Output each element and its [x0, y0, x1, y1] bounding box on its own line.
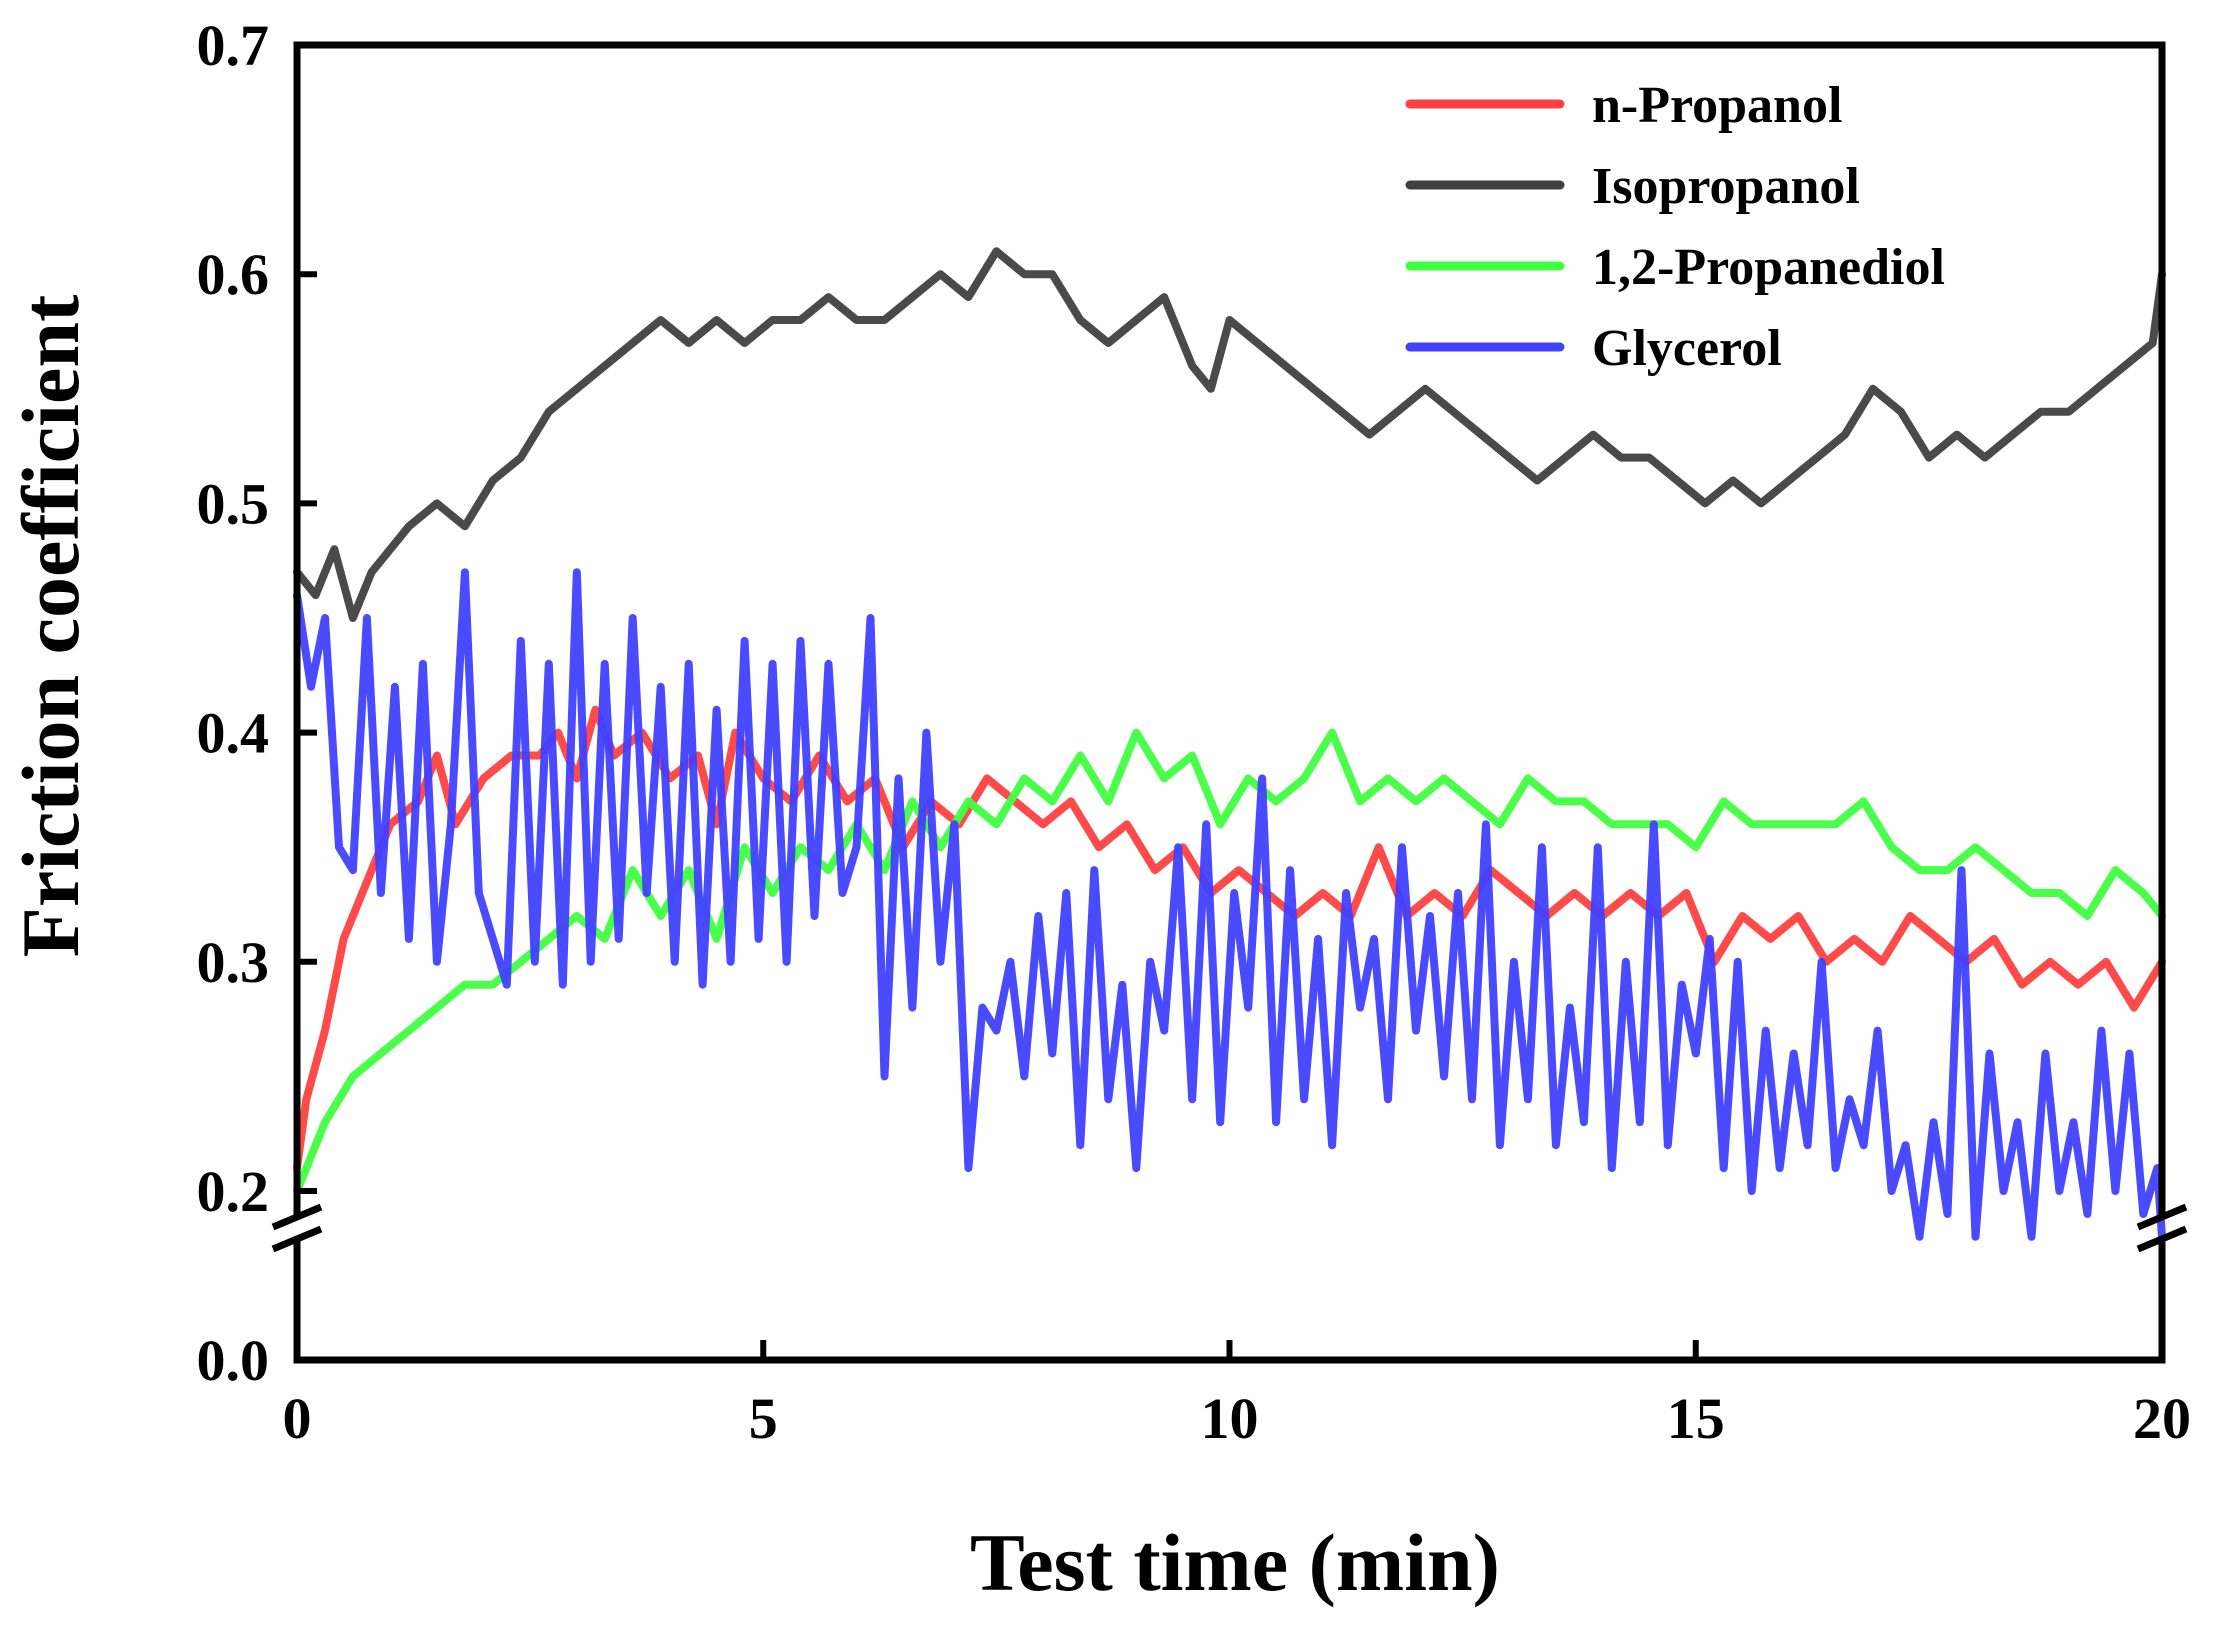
left-axis-break-mark [271, 1225, 323, 1253]
y-tick-label: 0.5 [197, 471, 270, 536]
series-line-isopropanol [293, 247, 2166, 622]
legend-label: n-Propanol [1592, 77, 1842, 134]
series-line-1-2-propanediol [293, 728, 2166, 1195]
x-tick-label: 15 [1667, 1386, 1725, 1451]
right-axis-break-mark [2136, 1225, 2188, 1253]
y-tick-label: 0.6 [197, 242, 270, 307]
right-axis-break-mark [2136, 1203, 2188, 1231]
x-tick-label: 5 [749, 1386, 778, 1451]
x-tick-label: 20 [2133, 1386, 2191, 1451]
y-tick-label: 0.0 [197, 1328, 270, 1393]
legend: n-Propanol Isopropanol 1,2-Propanediol Glyc… [1405, 77, 1945, 377]
legend-label: Glycerol [1592, 320, 1782, 377]
axis-ticks: 0 5 10 15 20 0.0 0.2 0.3 0.4 0.5 0.6 0.7 [197, 13, 2192, 1451]
left-axis-break-mark [271, 1203, 323, 1231]
y-tick-label: 0.3 [197, 930, 270, 995]
y-tick-label: 0.2 [197, 1159, 270, 1224]
y-axis-title: Friction coefficient [5, 295, 96, 958]
x-tick-label: 0 [283, 1386, 312, 1451]
series-line-glycerol [293, 568, 2166, 1241]
y-tick-label: 0.7 [197, 13, 270, 78]
plot-frame [271, 41, 2188, 1364]
series-layer [293, 247, 2166, 1241]
legend-label: 1,2-Propanediol [1592, 239, 1945, 296]
y-tick-label: 0.4 [197, 701, 270, 766]
x-axis-title: Test time (min) [970, 1517, 1500, 1608]
x-tick-label: 10 [1201, 1386, 1259, 1451]
legend-label: Isopropanol [1592, 158, 1860, 215]
